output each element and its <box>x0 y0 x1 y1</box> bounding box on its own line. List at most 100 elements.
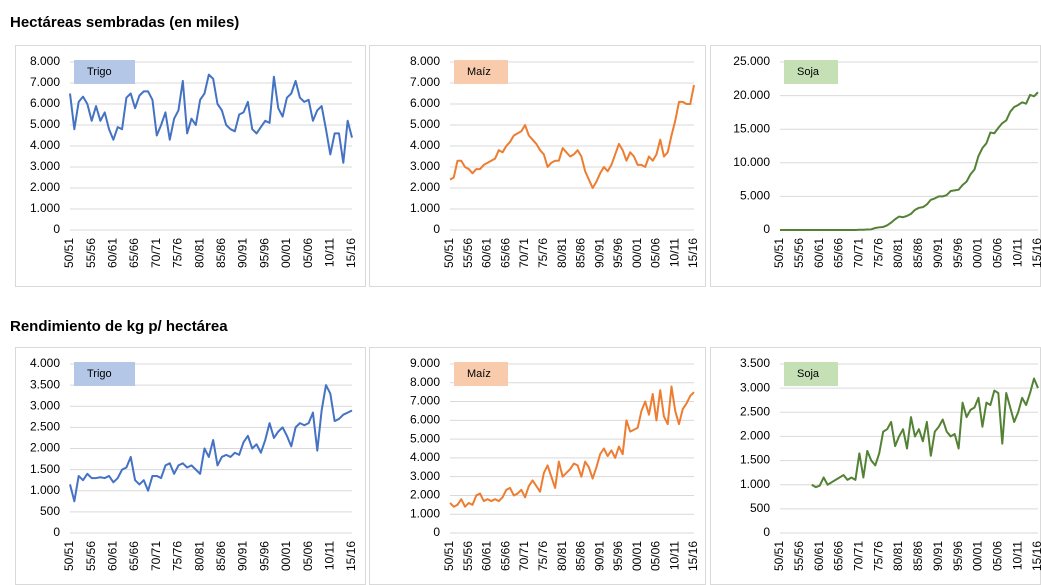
x-tick-label: 60/61 <box>812 541 826 571</box>
y-tick-label: 2.000 <box>30 441 60 455</box>
legend-box <box>454 60 508 84</box>
y-tick-label: 15.000 <box>733 121 770 135</box>
x-tick-label: 70/71 <box>852 238 866 268</box>
x-tick-label: 90/91 <box>592 541 606 571</box>
y-tick-label: 5.000 <box>410 117 440 131</box>
y-tick-label: 2.000 <box>410 180 440 194</box>
y-tick-label: 0 <box>53 525 60 539</box>
x-tick-label: 85/86 <box>574 541 588 571</box>
x-tick-label: 00/01 <box>279 238 293 268</box>
y-tick-label: 3.000 <box>30 159 60 173</box>
series-line <box>449 84 695 189</box>
y-tick-label: 1.500 <box>740 453 770 467</box>
y-tick-label: 1.000 <box>410 506 440 520</box>
x-tick-label: 15/16 <box>686 541 700 571</box>
x-tick-label: 55/56 <box>461 541 475 571</box>
y-tick-label: 2.000 <box>30 180 60 194</box>
y-tick-label: 7.000 <box>30 75 60 89</box>
x-tick-label: 00/01 <box>971 238 985 268</box>
x-tick-label: 15/16 <box>686 238 700 268</box>
y-tick-label: 0 <box>763 222 770 236</box>
x-tick-label: 10/11 <box>1010 238 1024 267</box>
x-tick-label: 85/86 <box>574 238 588 268</box>
legend-label: Soja <box>797 368 820 380</box>
y-tick-label: 1.000 <box>410 201 440 215</box>
x-tick-label: 95/96 <box>257 541 271 571</box>
x-tick-label: 80/81 <box>192 541 206 571</box>
panel <box>710 45 1041 287</box>
x-tick-label: 10/11 <box>322 541 336 570</box>
x-tick-label: 15/16 <box>1030 238 1041 268</box>
y-tick-label: 5.000 <box>30 117 60 131</box>
x-tick-label: 05/06 <box>990 238 1004 268</box>
x-tick-label: 55/56 <box>792 541 806 571</box>
series-line <box>449 385 695 508</box>
y-tick-label: 6.000 <box>30 96 60 110</box>
y-tick-label: 4.000 <box>30 356 60 370</box>
x-tick-label: 70/71 <box>517 541 531 571</box>
x-tick-label: 80/81 <box>555 541 569 571</box>
x-tick-label: 90/91 <box>236 541 250 571</box>
x-tick-label: 50/51 <box>442 238 456 268</box>
x-tick-label: 50/51 <box>442 541 456 571</box>
y-tick-label: 2.500 <box>740 404 770 418</box>
y-tick-label: 6.000 <box>410 413 440 427</box>
x-tick-label: 75/76 <box>171 541 185 571</box>
x-tick-label: 05/06 <box>990 541 1004 571</box>
x-tick-label: 10/11 <box>667 541 681 570</box>
x-tick-label: 75/76 <box>871 541 885 571</box>
x-tick-label: 00/01 <box>630 238 644 268</box>
y-tick-label: 9.000 <box>410 356 440 370</box>
x-tick-label: 00/01 <box>630 541 644 571</box>
x-tick-label: 75/76 <box>536 541 550 571</box>
y-tick-label: 2.000 <box>410 488 440 502</box>
panel <box>15 45 366 287</box>
x-tick-label: 10/11 <box>1010 541 1024 570</box>
x-tick-label: 65/66 <box>832 238 846 268</box>
x-tick-label: 00/01 <box>971 541 985 571</box>
x-tick-label: 15/16 <box>1030 541 1041 571</box>
series-line <box>811 377 1039 489</box>
x-tick-label: 70/71 <box>852 541 866 571</box>
x-tick-label: 90/91 <box>931 238 945 268</box>
x-tick-label: 00/01 <box>279 541 293 571</box>
x-tick-label: 95/96 <box>951 541 965 571</box>
series-line <box>780 91 1039 231</box>
x-tick-label: 80/81 <box>555 238 569 268</box>
y-tick-label: 0 <box>53 222 60 236</box>
x-tick-label: 85/86 <box>214 238 228 268</box>
y-tick-label: 0 <box>433 525 440 539</box>
y-tick-label: 0 <box>433 222 440 236</box>
y-tick-label: 25.000 <box>733 54 770 68</box>
x-tick-label: 60/61 <box>812 238 826 268</box>
x-tick-label: 90/91 <box>592 238 606 268</box>
series-line <box>69 73 353 164</box>
x-tick-label: 50/51 <box>62 541 76 571</box>
x-tick-label: 85/86 <box>214 541 228 571</box>
legend-label: Trigo <box>87 368 112 380</box>
x-tick-label: 65/66 <box>498 541 512 571</box>
x-tick-label: 85/86 <box>911 238 925 268</box>
x-tick-label: 90/91 <box>931 541 945 571</box>
y-tick-label: 5.000 <box>410 431 440 445</box>
x-tick-label: 05/06 <box>301 541 315 571</box>
y-tick-label: 7.000 <box>410 394 440 408</box>
legend-label: Soja <box>797 66 820 78</box>
x-tick-label: 60/61 <box>106 238 120 268</box>
x-tick-label: 75/76 <box>536 238 550 268</box>
x-tick-label: 15/16 <box>344 238 358 268</box>
legend-label: Maíz <box>467 368 491 380</box>
y-tick-label: 1.000 <box>30 201 60 215</box>
legend-label: Maíz <box>467 66 491 78</box>
y-tick-label: 2.000 <box>740 429 770 443</box>
x-tick-label: 65/66 <box>127 238 141 268</box>
series-line <box>69 384 353 503</box>
y-tick-label: 10.000 <box>733 155 770 169</box>
x-tick-label: 70/71 <box>517 238 531 268</box>
panel <box>369 45 706 287</box>
y-tick-label: 1.000 <box>740 477 770 491</box>
y-tick-label: 3.000 <box>740 380 770 394</box>
x-tick-label: 50/51 <box>772 541 786 571</box>
x-tick-label: 80/81 <box>192 238 206 268</box>
